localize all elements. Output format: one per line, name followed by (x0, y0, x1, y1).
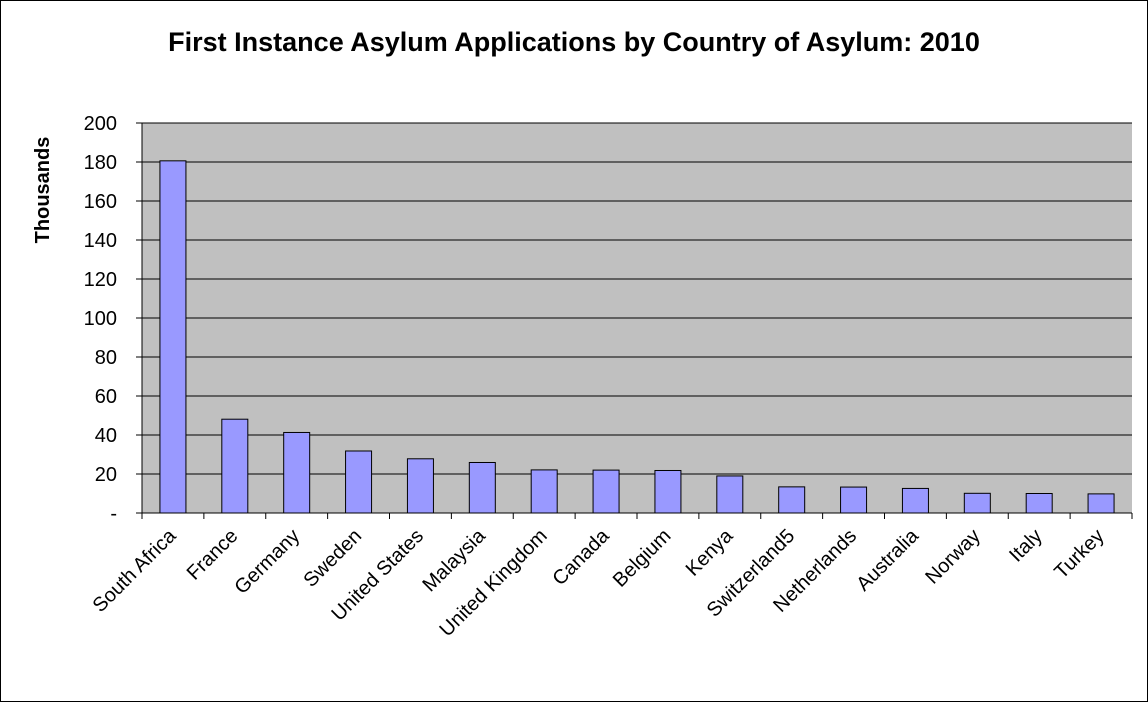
x-tick-label: Italy (1005, 525, 1046, 566)
y-tick-label: 140 (84, 230, 117, 252)
bar (840, 486, 868, 514)
x-tick-label: Belgium (609, 525, 676, 592)
y-tick-label: 40 (95, 425, 117, 447)
x-tick-label: France (183, 525, 243, 585)
bar (283, 431, 311, 514)
bar (901, 487, 929, 514)
y-tick-labels: - 20 40 60 80 100 120 140 160 180 200 (84, 113, 117, 525)
x-tick-label: Turkey (1050, 525, 1108, 583)
y-tick-label: 180 (84, 152, 117, 174)
y-tick-label: 60 (95, 386, 117, 408)
y-tick-label: 20 (95, 464, 117, 486)
bar (592, 469, 620, 514)
bar (530, 469, 558, 514)
bars (159, 160, 1115, 514)
y-tick-label: 160 (84, 191, 117, 213)
bar (716, 475, 744, 514)
bar (778, 486, 806, 514)
x-tick-label: Norway (921, 525, 984, 588)
bar (345, 450, 373, 514)
gridlines (142, 122, 1132, 475)
bar (468, 461, 496, 514)
y-tick-label: 80 (95, 347, 117, 369)
y-tick-label: - (110, 503, 117, 525)
bar (654, 469, 682, 514)
x-tick-label: South Africa (89, 524, 181, 616)
bar (406, 458, 434, 514)
bar (1025, 493, 1053, 514)
x-tick-label: Germany (231, 525, 305, 599)
bar (1087, 493, 1115, 514)
axes (136, 122, 1133, 519)
bar (221, 418, 249, 514)
bar (159, 160, 187, 514)
y-tick-label: 100 (84, 308, 117, 330)
bar (963, 492, 991, 514)
x-tick-label: Canada (549, 524, 615, 590)
y-tick-label: 120 (84, 269, 117, 291)
x-tick-label: Kenya (682, 524, 738, 580)
y-axis-title: Thousands (32, 137, 54, 244)
chart-title: First Instance Asylum Applications by Co… (168, 27, 980, 57)
x-tick-label: Australia (852, 524, 923, 595)
x-tick-label: United Kingdom (436, 525, 552, 641)
y-tick-label: 200 (84, 113, 117, 135)
